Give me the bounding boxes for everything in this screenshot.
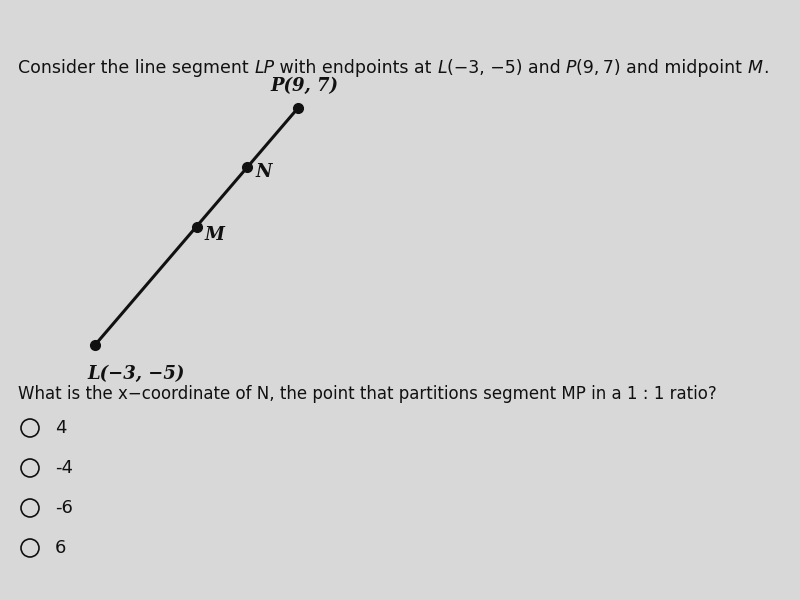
Text: -4: -4 xyxy=(55,459,73,477)
Text: What is the x−coordinate of N, the point that partitions segment MP in a 1 : 1 r: What is the x−coordinate of N, the point… xyxy=(18,385,717,403)
Text: M: M xyxy=(748,59,763,77)
Text: Consider the line segment: Consider the line segment xyxy=(18,59,254,77)
Text: L: L xyxy=(437,59,446,77)
Text: 6: 6 xyxy=(55,539,66,557)
Text: (−3, −5) and: (−3, −5) and xyxy=(446,59,566,77)
Text: P(9, 7): P(9, 7) xyxy=(270,77,338,95)
Text: -6: -6 xyxy=(55,499,73,517)
Text: 4: 4 xyxy=(55,419,66,437)
Text: N: N xyxy=(255,163,272,181)
Text: L(−3, −5): L(−3, −5) xyxy=(87,365,184,383)
Text: .: . xyxy=(763,59,768,77)
Text: LP: LP xyxy=(254,59,274,77)
Text: P: P xyxy=(566,59,577,77)
Text: with endpoints at: with endpoints at xyxy=(274,59,437,77)
Text: M: M xyxy=(205,226,224,244)
Text: (9, 7) and midpoint: (9, 7) and midpoint xyxy=(577,59,748,77)
